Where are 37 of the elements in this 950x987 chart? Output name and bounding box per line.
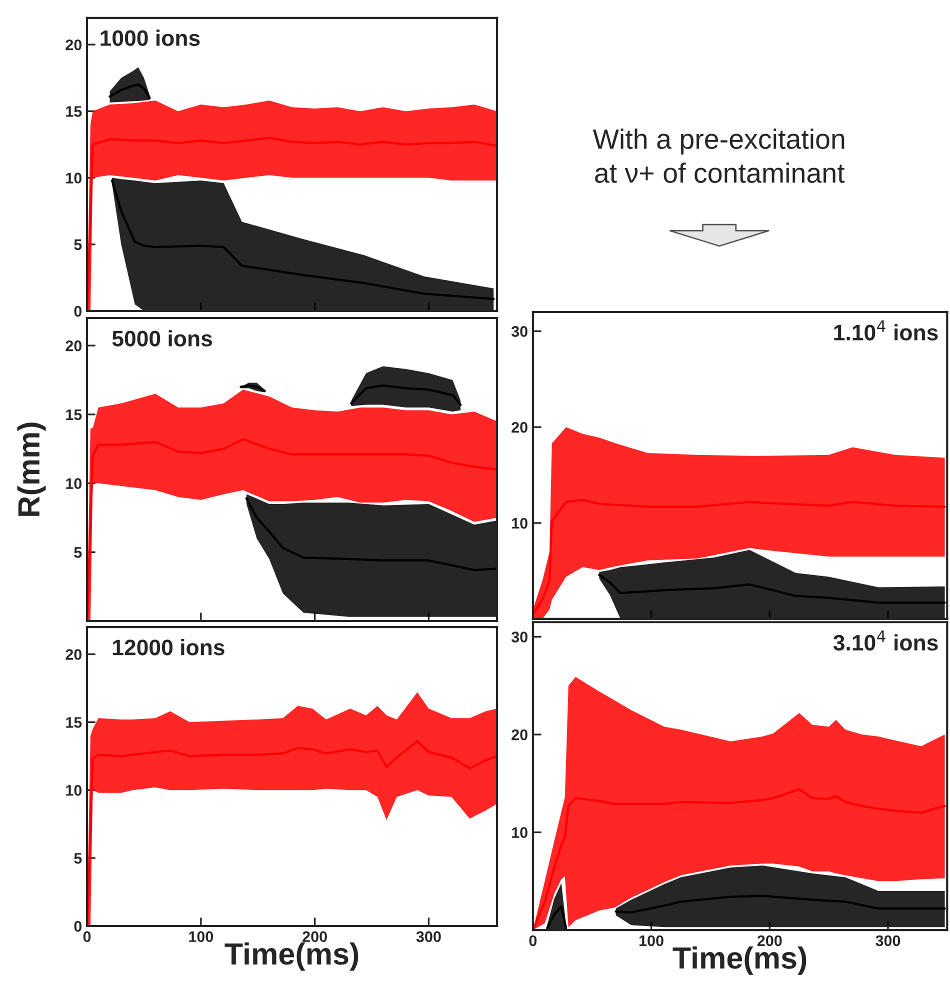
x-tick-label: 200	[757, 935, 782, 946]
y-tick-label: 20	[66, 39, 82, 50]
x-tick-label: 0	[529, 935, 537, 946]
x-axis-title: Time(ms)	[224, 942, 358, 971]
y-tick-label: 20	[512, 729, 528, 740]
chart-title: 3.10$^{4}$ ions	[833, 630, 938, 651]
x-tick-label: 300	[416, 931, 441, 942]
y-tick-label: 20	[66, 649, 82, 660]
chart-title: 1.10$^{4}$ ions	[834, 320, 938, 340]
chart-title: 1000 ions	[100, 30, 200, 46]
y-tick-label: 5	[74, 547, 82, 558]
y-tick-label: 30	[511, 326, 528, 337]
y-tick-label: 10	[66, 478, 82, 489]
x-tick-label: 100	[189, 931, 214, 942]
x-tick-label: 0	[83, 931, 91, 942]
y-tick-label: 5	[74, 239, 82, 250]
y-tick-label: 15	[66, 717, 82, 728]
x-tick-label: 300	[876, 935, 900, 946]
y-axis-title: R(mm)	[17, 422, 46, 516]
y-tick-label: 10	[512, 827, 528, 838]
y-tick-label: 0	[74, 306, 82, 317]
y-tick-label: 15	[66, 106, 82, 117]
y-tick-label: 30	[511, 632, 528, 642]
x-axis-title: Time(ms)	[672, 946, 806, 975]
y-tick-label: 15	[66, 409, 82, 420]
chart-title: 5000 ions	[112, 330, 212, 346]
y-tick-label: 0	[74, 920, 82, 932]
y-tick-label: 10	[66, 784, 82, 796]
y-tick-label: 20	[512, 422, 528, 433]
x-tick-label: 100	[640, 935, 664, 946]
y-tick-label: 10	[66, 172, 82, 184]
y-tick-label: 5	[74, 853, 82, 864]
chart-title: 12000 ions	[113, 639, 224, 656]
y-tick-label: 10	[512, 518, 528, 529]
y-tick-label: 20	[66, 340, 82, 352]
chart-subtitle: With a pre-excitation at ν+ of contaminant	[592, 128, 845, 183]
x-tick-label: 200	[302, 931, 327, 942]
